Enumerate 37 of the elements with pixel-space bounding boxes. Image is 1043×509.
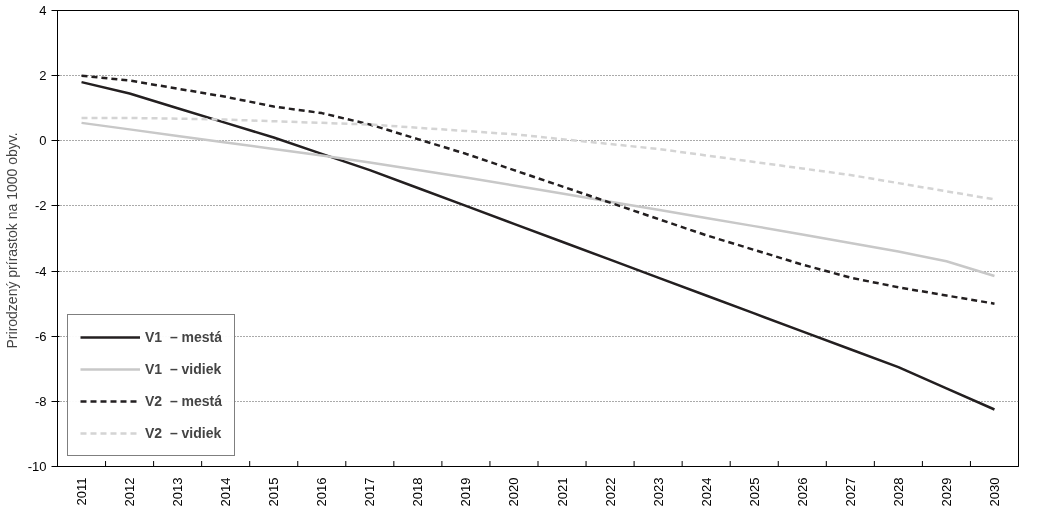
x-tick-label: 2024 <box>698 477 714 507</box>
x-tick-label: 2020 <box>506 477 522 507</box>
legend-label: V1 – vidiek <box>145 361 222 377</box>
x-tick-label: 2019 <box>458 477 474 507</box>
y-tick-label: 2 <box>39 68 47 84</box>
x-tick-label: 2014 <box>218 477 234 507</box>
x-tick-label: 2017 <box>362 477 378 507</box>
x-tick-label: 2013 <box>170 477 186 507</box>
line-series <box>80 80 996 411</box>
x-tick-label: 2016 <box>314 477 330 507</box>
y-axis-title: Prirodzený prírastok na 1000 obyv. <box>3 132 20 349</box>
line-series <box>80 74 996 305</box>
x-tick-label: 2023 <box>650 477 666 507</box>
x-tick-label: 2011 <box>74 477 90 506</box>
y-tick-label: -4 <box>34 263 47 279</box>
x-tick-label: 2018 <box>410 477 426 507</box>
x-tick-label: 2021 <box>554 477 570 507</box>
x-tick-label: 2012 <box>122 477 138 507</box>
legend-label: V2 – vidiek <box>145 425 222 441</box>
y-tick-label: -8 <box>34 393 47 409</box>
line-series <box>80 121 996 278</box>
x-tick-label: 2015 <box>266 477 282 507</box>
x-tick-label: 2029 <box>938 477 954 507</box>
x-tick-label: 2027 <box>842 477 858 507</box>
x-tick-label: 2026 <box>794 477 810 507</box>
x-tick-label: 2028 <box>890 477 906 507</box>
x-tick-label: 2025 <box>746 477 762 507</box>
y-tick-label: -6 <box>34 328 47 344</box>
y-tick-label: -2 <box>34 198 47 214</box>
x-tick-label: 2030 <box>986 477 1002 507</box>
y-tick-label: -10 <box>27 459 47 474</box>
y-tick-label: 0 <box>39 133 47 149</box>
legend-label: V2 – mestá <box>145 393 223 409</box>
y-tick-label: 4 <box>39 3 47 18</box>
x-tick-label: 2022 <box>602 477 618 507</box>
legend-label: V1 – mestá <box>145 329 223 345</box>
line-series <box>80 116 996 201</box>
